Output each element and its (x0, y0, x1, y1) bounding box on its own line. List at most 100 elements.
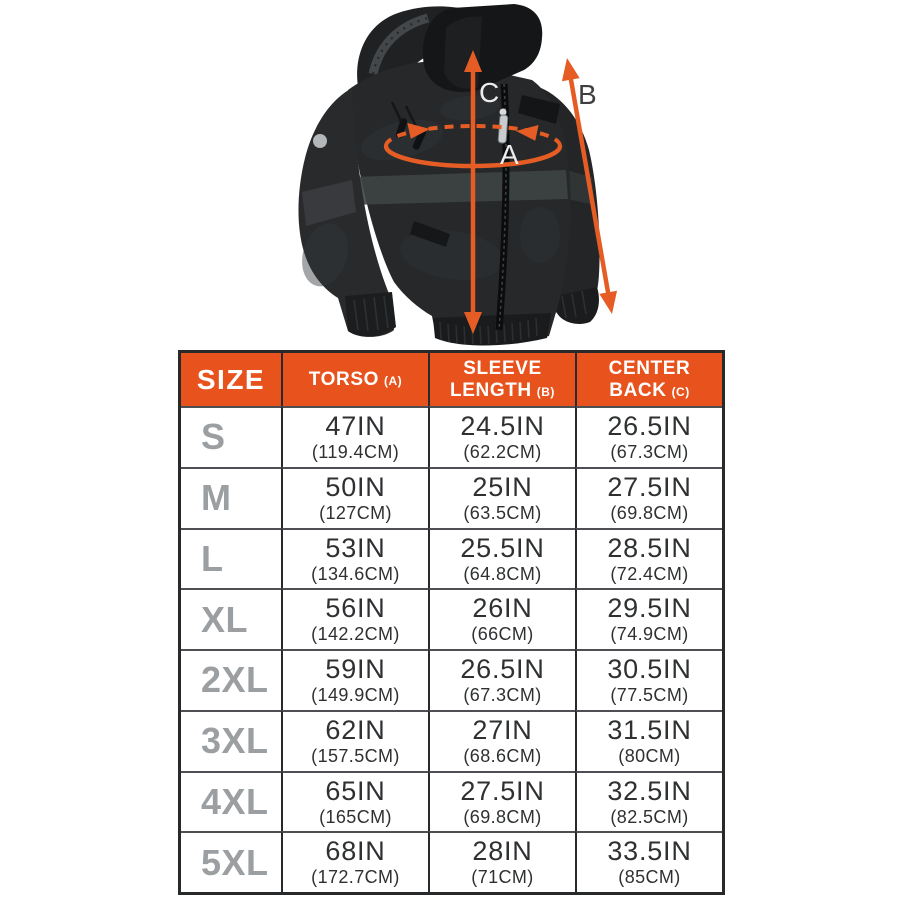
size-label: XL (181, 588, 281, 649)
hand-pocket (410, 221, 450, 247)
back-cm: (69.8CM) (610, 502, 689, 523)
back-value: 28.5IN (72.4CM) (575, 527, 722, 589)
sleeve-cm: (66CM) (471, 624, 534, 645)
torso-cm: (119.4CM) (311, 442, 400, 463)
size-label: 5XL (181, 831, 281, 892)
back-inches: 31.5IN (607, 714, 692, 745)
sleeve-value: 25IN (63.5CM) (428, 466, 575, 528)
size-label: L (181, 527, 281, 589)
sleeve-cm: (71CM) (471, 867, 534, 888)
torso-inches: 59IN (325, 654, 386, 685)
column-header-torso-label: TORSO (308, 368, 380, 390)
jacket-zipper (495, 83, 510, 331)
torso-inches: 65IN (325, 775, 386, 806)
label-torso: A (500, 139, 519, 170)
back-value: 29.5IN (74.9CM) (575, 588, 722, 649)
size-label: 4XL (181, 770, 281, 832)
torso-value: 47IN (119.4CM) (281, 406, 428, 467)
torso-cm: (172.7CM) (311, 867, 400, 888)
torso-cm: (149.9CM) (311, 685, 400, 706)
back-cm: (74.9CM) (610, 624, 689, 645)
sleeve-inches: 26.5IN (460, 654, 545, 685)
column-header-sleeve-sub: (B) (536, 384, 555, 399)
back-cm: (77.5CM) (610, 685, 689, 706)
chest-stripe (350, 170, 568, 205)
torso-inches: 56IN (325, 593, 386, 624)
torso-value: 65IN (165CM) (281, 770, 428, 832)
size-label: 2XL (181, 649, 281, 710)
column-header-size: SIZE (181, 353, 281, 406)
column-header-center-back: CENTER BACK (C) (575, 353, 722, 406)
center-back-arrow (464, 50, 482, 334)
sleeve-inches: 25IN (472, 471, 533, 502)
back-inches: 33.5IN (607, 836, 692, 867)
torso-cm: (134.6CM) (311, 563, 400, 584)
torso-inches: 47IN (325, 411, 386, 442)
torso-inches: 53IN (325, 532, 386, 563)
sleeve-cm: (69.8CM) (463, 806, 542, 827)
sleeve-inches: 24.5IN (460, 411, 545, 442)
sleeve-value: 25.5IN (64.8CM) (428, 527, 575, 589)
torso-value: 50IN (127CM) (281, 466, 428, 528)
back-inches: 32.5IN (607, 775, 692, 806)
size-label: S (181, 406, 281, 467)
sleeve-value: 26IN (66CM) (428, 588, 575, 649)
label-sleeve: B (578, 79, 597, 110)
torso-cm: (127CM) (319, 502, 392, 523)
sleeve-inches: 26IN (472, 593, 533, 624)
torso-inches: 68IN (325, 836, 386, 867)
label-center-back: C (479, 77, 499, 108)
sleeve-inches: 25.5IN (460, 532, 545, 563)
sleeve-value: 27IN (68.6CM) (428, 709, 575, 771)
back-value: 30.5IN (77.5CM) (575, 649, 722, 710)
back-cm: (80CM) (618, 745, 681, 766)
measurement-arrows (383, 50, 618, 334)
hem-band (433, 313, 551, 346)
jacket-diagram: C B A (0, 0, 900, 348)
column-header-center-sub: (C) (671, 384, 690, 399)
back-value: 26.5IN (67.3CM) (575, 406, 722, 467)
size-table: SIZE TORSO (A) SLEEVE LENGTH (B) CE (178, 350, 725, 895)
sleeve-value: 24.5IN (62.2CM) (428, 406, 575, 467)
sleeve-inches: 28IN (472, 836, 533, 867)
back-value: 32.5IN (82.5CM) (575, 770, 722, 832)
back-value: 33.5IN (85CM) (575, 831, 722, 892)
column-header-sleeve-line1: SLEEVE (463, 358, 542, 380)
size-label: M (181, 466, 281, 528)
torso-cm: (165CM) (319, 806, 392, 827)
sleeve-cm: (63.5CM) (463, 502, 542, 523)
back-cm: (82.5CM) (610, 806, 689, 827)
sleeve-cm: (67.3CM) (463, 685, 542, 706)
torso-inches: 50IN (325, 471, 386, 502)
torso-value: 56IN (142.2CM) (281, 588, 428, 649)
back-inches: 30.5IN (607, 654, 692, 685)
torso-cm: (142.2CM) (311, 624, 400, 645)
sleeve-value: 28IN (71CM) (428, 831, 575, 892)
sleeve-cm: (62.2CM) (463, 442, 542, 463)
chest-pocket (518, 95, 560, 124)
jacket-illustration: C B A (298, 4, 618, 346)
torso-value: 53IN (134.6CM) (281, 527, 428, 589)
back-inches: 26.5IN (607, 411, 692, 442)
torso-value: 62IN (157.5CM) (281, 709, 428, 771)
column-header-center-line1: CENTER (608, 358, 691, 380)
sleeve-value: 26.5IN (67.3CM) (428, 649, 575, 710)
torso-inches: 62IN (325, 714, 386, 745)
torso-circumference-ellipse (383, 122, 563, 169)
column-header-size-label: SIZE (196, 363, 266, 395)
back-cm: (72.4CM) (610, 563, 689, 584)
jacket-collar (390, 4, 543, 150)
back-inches: 27.5IN (607, 471, 692, 502)
back-inches: 28.5IN (607, 532, 692, 563)
sleeve-cm: (68.6CM) (463, 745, 542, 766)
column-header-sleeve-line2: LENGTH (450, 379, 532, 401)
sleeve-inches: 27IN (472, 714, 533, 745)
torso-value: 59IN (149.9CM) (281, 649, 428, 710)
back-cm: (85CM) (618, 867, 681, 888)
sleeve-value: 27.5IN (69.8CM) (428, 770, 575, 832)
column-header-sleeve-length: SLEEVE LENGTH (B) (428, 353, 575, 406)
back-value: 31.5IN (80CM) (575, 709, 722, 771)
column-header-torso-sub: (A) (384, 373, 403, 388)
sleeve-cm: (64.8CM) (463, 563, 542, 584)
